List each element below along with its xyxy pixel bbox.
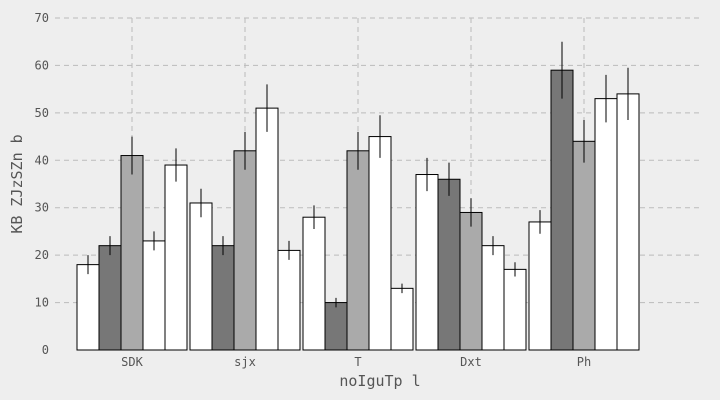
bar [369,137,391,350]
bar [77,265,99,350]
bar [504,269,526,350]
bar [438,179,460,350]
y-tick-label: 20 [35,248,49,262]
bar [143,241,165,350]
x-axis-label: noIguTp l [339,372,420,390]
bar [595,99,617,350]
bar [303,217,325,350]
bar [212,246,234,350]
bar [617,94,639,350]
bar [190,203,212,350]
bar [551,70,573,350]
x-tick-label: SDK [121,355,143,369]
bar [482,246,504,350]
bar [416,175,438,350]
y-tick-label: 30 [35,201,49,215]
bar [121,156,143,350]
bar [256,108,278,350]
bar [573,141,595,350]
y-axis-ticks: 0 10 20 30 40 50 60 70 [35,11,49,357]
x-tick-label: sjx [234,355,256,369]
y-tick-label: 50 [35,106,49,120]
bar [347,151,369,350]
y-tick-label: 10 [35,296,49,310]
y-tick-label: 0 [42,343,49,357]
bar [529,222,551,350]
bar [99,246,121,350]
bar [278,250,300,350]
x-tick-label: T [354,355,361,369]
x-tick-label: Ph [577,355,591,369]
y-tick-label: 70 [35,11,49,25]
x-axis-ticks: SDK sjx T Dxt Ph [121,355,591,369]
bar [234,151,256,350]
y-tick-label: 60 [35,58,49,72]
bar [165,165,187,350]
bar [391,288,413,350]
x-tick-label: Dxt [460,355,482,369]
bar [325,303,347,350]
bar [460,212,482,350]
y-axis-label: KB ZJzSZn b [8,134,26,233]
y-tick-label: 40 [35,153,49,167]
